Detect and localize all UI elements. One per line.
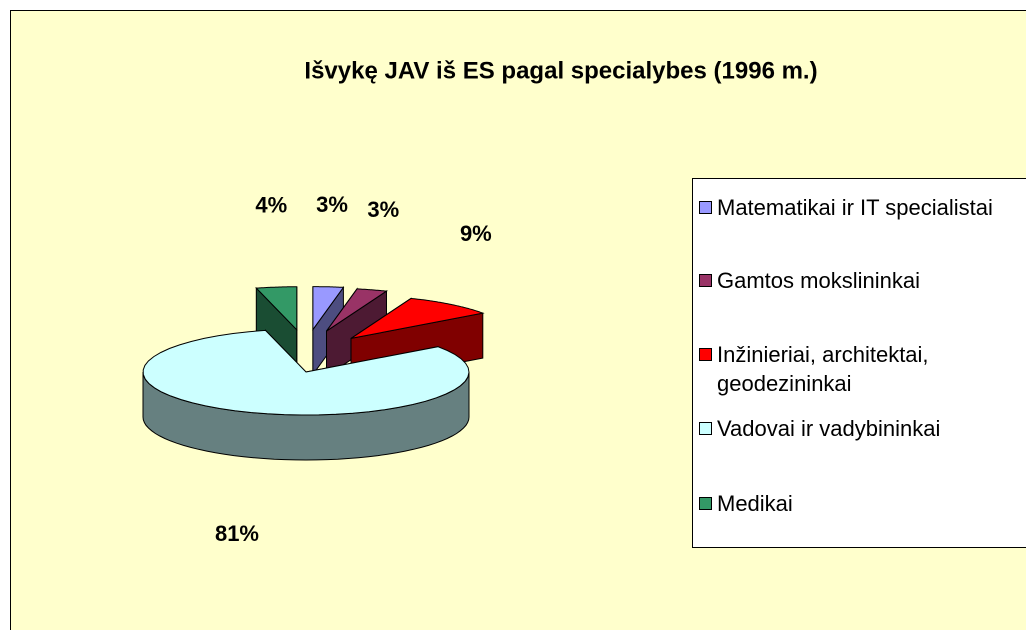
legend: Matematikai ir IT specialistai Gamtos mok… [692, 178, 1026, 548]
legend-entry: Medikai [699, 489, 1019, 518]
legend-label: Vadovai ir vadybininkai [717, 416, 941, 441]
legend-entry: Vadovai ir vadybininkai [699, 414, 1019, 443]
data-label: 4% [255, 192, 287, 217]
legend-entry: Gamtos mokslininkai [699, 266, 1019, 295]
legend-entry: Matematikai ir IT specialistai [699, 193, 1019, 222]
slice-top [350, 297, 485, 339]
legend-label: Medikai [717, 491, 793, 516]
data-label: 81% [215, 521, 259, 546]
data-label: 3% [367, 197, 399, 222]
legend-swatch [699, 274, 712, 287]
data-label: 9% [460, 221, 492, 246]
chart-title: Išvykę JAV iš ES pagal specialybes (1996… [304, 57, 817, 84]
slice-top [312, 286, 345, 332]
slice-top [326, 288, 389, 332]
slice-top [142, 329, 470, 416]
legend-swatch [699, 348, 712, 361]
slice-top [255, 286, 298, 332]
legend-swatch [699, 201, 712, 214]
slice [326, 287, 389, 378]
legend-label: Inžinieriai, architektai, geodezininkai [717, 342, 929, 396]
legend-entry: Inžinieriai, architektai, geodezininkai [699, 340, 1019, 398]
slice [142, 329, 470, 461]
legend-swatch [699, 497, 712, 510]
legend-label: Matematikai ir IT specialistai [717, 195, 993, 220]
data-label: 3% [316, 192, 348, 217]
legend-swatch [699, 422, 712, 435]
legend-label: Gamtos mokslininkai [717, 268, 920, 293]
